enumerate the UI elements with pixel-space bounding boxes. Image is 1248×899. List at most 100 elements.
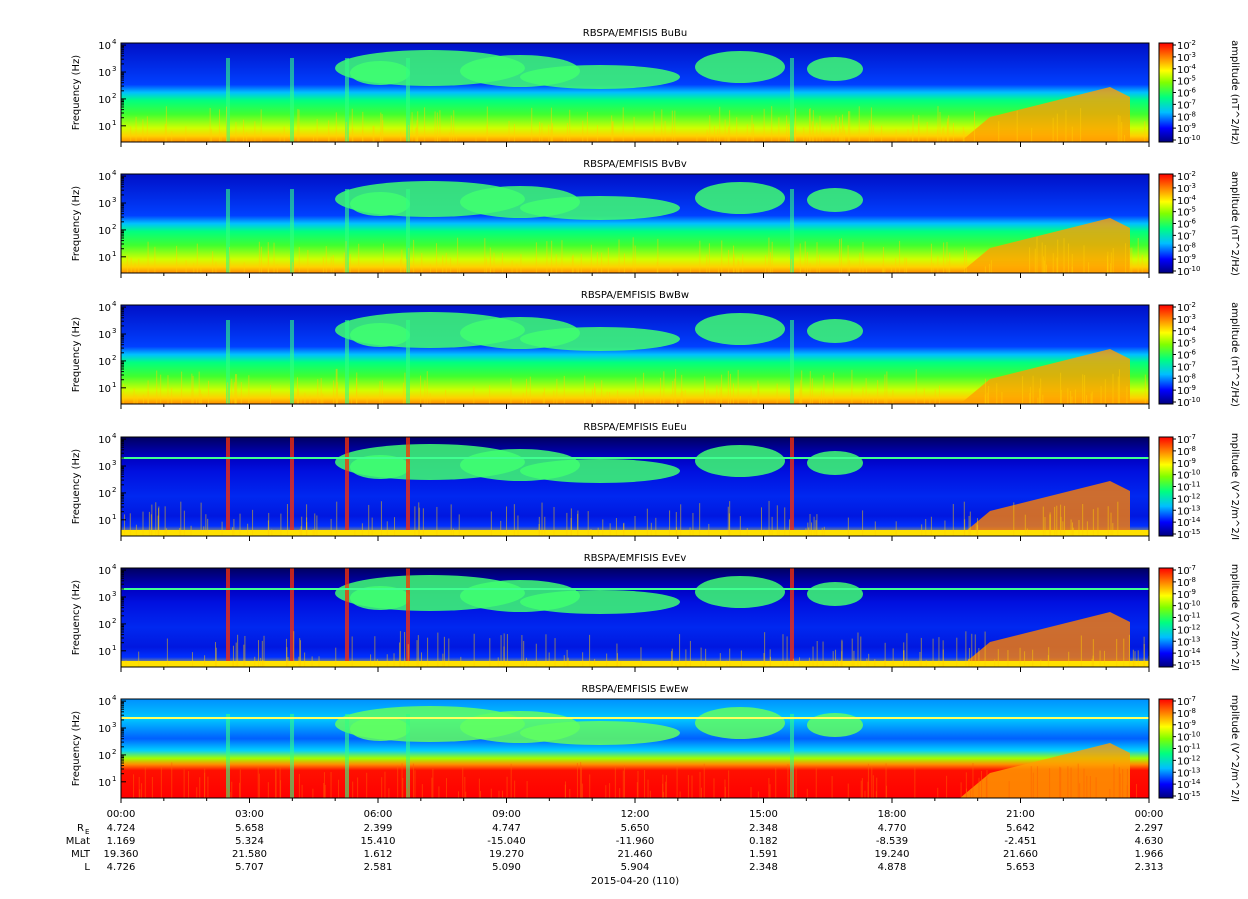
speckle [167, 375, 169, 404]
speckle [300, 526, 302, 536]
speckle [649, 790, 651, 798]
speckle [727, 370, 729, 404]
speckle [248, 375, 250, 404]
burst-line [290, 58, 294, 142]
speckle [260, 657, 262, 667]
colorbar-tick-label: 10 [1177, 77, 1190, 88]
speckle [503, 633, 505, 667]
speckle [298, 773, 300, 798]
speckle [442, 653, 444, 667]
x-tick-label: 21:00 [1006, 809, 1035, 820]
speckle [535, 643, 537, 667]
speckle [318, 656, 320, 667]
speckle [136, 396, 138, 404]
colorbar-tick-label: 10 [1177, 303, 1190, 314]
speckle [411, 112, 413, 142]
colorbar-tick-label: 10 [1177, 351, 1190, 362]
speckle [458, 514, 460, 536]
speckle [1086, 521, 1088, 536]
speckle [1022, 376, 1024, 404]
speckle [947, 118, 949, 142]
ephemeris-value: 4.878 [878, 862, 907, 873]
speckle [445, 389, 447, 404]
speckle [236, 374, 238, 404]
speckle [490, 256, 492, 273]
speckle [1049, 514, 1051, 536]
speckle [399, 631, 401, 667]
speckle [839, 117, 841, 142]
speckle [513, 123, 515, 142]
speckle [963, 130, 965, 142]
speckle [465, 791, 467, 798]
speckle [525, 657, 527, 667]
speckle [401, 249, 403, 273]
speckle [768, 237, 770, 273]
speckle [965, 631, 967, 667]
speckle [1109, 788, 1111, 798]
colorbar-label: amplitude (nT^2/Hz) [1229, 302, 1240, 407]
speckle [1080, 635, 1082, 667]
speckle [790, 259, 792, 273]
speckle [915, 369, 917, 404]
speckle [151, 504, 153, 536]
y-tick-label: 10 [98, 566, 111, 577]
speckle [778, 117, 780, 142]
speckle [1089, 776, 1091, 798]
ephemeris-value: 4.630 [1135, 836, 1164, 847]
speckle [764, 255, 766, 273]
speckle [304, 392, 306, 404]
colorbar-tick-exponent: -7 [1189, 229, 1196, 237]
colorbar-tick-exponent: -14 [1189, 647, 1201, 655]
speckle [1064, 505, 1066, 536]
speckle [351, 108, 353, 142]
speckle [380, 112, 382, 142]
y-tick-exponent: 4 [112, 169, 117, 177]
speckle [874, 659, 876, 667]
speckle [836, 659, 838, 667]
speckle [234, 374, 236, 404]
colorbar-tick-label: 10 [1177, 471, 1190, 482]
speckle [382, 120, 384, 142]
speckle [1117, 114, 1119, 142]
speckle [279, 767, 281, 798]
speckle [556, 378, 558, 404]
speckle [860, 780, 862, 798]
speckle [577, 265, 579, 273]
speckle [1029, 393, 1031, 404]
colorbar-tick-exponent: -13 [1189, 766, 1200, 774]
colorbar [1158, 304, 1174, 405]
colorbar-tick-exponent: -5 [1189, 206, 1196, 214]
speckle [794, 126, 796, 142]
speckle [498, 790, 500, 798]
speckle [246, 132, 248, 142]
ephemeris-value: -2.451 [1004, 836, 1036, 847]
speckle [165, 106, 167, 142]
speckle [1067, 766, 1069, 798]
speckle [1036, 766, 1038, 798]
speckle [868, 393, 870, 404]
speckle [905, 258, 907, 273]
speckle [1126, 386, 1128, 404]
speckle [1116, 638, 1118, 667]
colorbar-tick-label: 10 [1177, 637, 1190, 648]
speckle [196, 243, 198, 273]
speckle [566, 512, 568, 536]
speckle [792, 658, 794, 667]
speckle [443, 636, 445, 667]
speckle [456, 135, 458, 142]
speckle [826, 397, 828, 404]
speckle [478, 778, 480, 798]
speckle [343, 252, 345, 273]
y-tick-label: 10 [98, 122, 111, 133]
speckle [134, 262, 136, 273]
ephemeris-value: 0.182 [749, 836, 778, 847]
y-tick-label: 10 [98, 697, 111, 708]
speckle [736, 117, 738, 142]
speckle [151, 776, 153, 798]
speckle [500, 520, 502, 536]
speckle [868, 120, 870, 142]
speckle [580, 762, 582, 798]
speckle [815, 520, 817, 536]
